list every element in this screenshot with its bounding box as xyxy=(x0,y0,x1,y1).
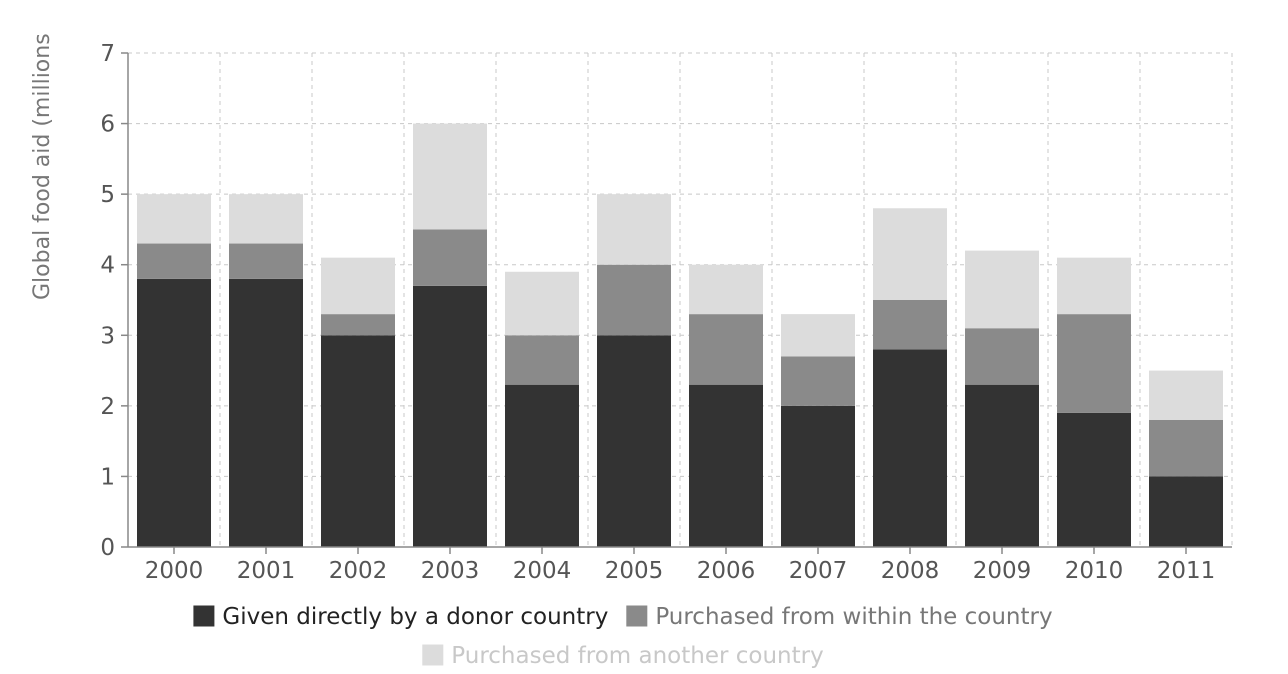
legend-item[interactable]: Purchased from another country xyxy=(422,643,824,669)
x-tick-labels: 2000 2001 2002 2003 2004 2005 2006 2007 2008 2009… xyxy=(145,558,1216,584)
bar-2005-series-1 xyxy=(597,335,671,547)
x-tick-label: 2001 xyxy=(237,558,296,584)
legend-item[interactable]: Purchased from within the country xyxy=(626,604,1053,630)
bar-2006-series-1 xyxy=(689,384,763,547)
bar-2002-series-3 xyxy=(321,257,395,315)
x-tick-label: 2003 xyxy=(421,558,480,584)
y-tick-labels: 0 1 2 3 4 5 6 7 xyxy=(100,41,115,561)
bars xyxy=(137,123,1223,547)
bar-2008-series-3 xyxy=(873,208,947,300)
x-tick-label: 2011 xyxy=(1157,558,1216,584)
bar-2001-series-1 xyxy=(229,278,303,547)
bar-2009-series-3 xyxy=(965,250,1039,329)
bar-2005-series-3 xyxy=(597,194,671,265)
bar-2000-series-1 xyxy=(137,278,211,547)
legend-swatch xyxy=(626,605,648,627)
legend-item[interactable]: Given directly by a donor country xyxy=(193,604,608,630)
y-tick-label: 5 xyxy=(100,182,115,208)
x-tick-label: 2005 xyxy=(605,558,664,584)
bar-2003-series-3 xyxy=(413,123,487,230)
x-tick-label: 2010 xyxy=(1065,558,1124,584)
x-tick-label: 2002 xyxy=(329,558,388,584)
bar-2003-series-1 xyxy=(413,285,487,547)
bar-2010-series-1 xyxy=(1057,412,1131,547)
legend-label: Purchased from another country xyxy=(451,643,823,669)
y-tick-label: 3 xyxy=(100,323,115,349)
x-tick-label: 2000 xyxy=(145,558,204,584)
bar-2001-series-3 xyxy=(229,194,303,244)
bar-2004-series-2 xyxy=(505,335,579,385)
bar-2001-series-2 xyxy=(229,243,303,279)
bar-2007-series-1 xyxy=(781,405,855,547)
y-tick-label: 4 xyxy=(100,253,115,279)
bar-2009-series-1 xyxy=(965,384,1039,547)
bar-2009-series-2 xyxy=(965,328,1039,385)
bar-2004-series-1 xyxy=(505,384,579,547)
legend-row: Purchased from another country xyxy=(422,643,824,669)
y-axis-title: Global food aid (millions xyxy=(30,33,55,300)
bar-2006-series-3 xyxy=(689,264,763,315)
bar-2010-series-3 xyxy=(1057,257,1131,315)
y-tick-label: 6 xyxy=(100,112,115,138)
x-tick-label: 2007 xyxy=(789,558,848,584)
bar-2003-series-2 xyxy=(413,229,487,286)
legend-label: Purchased from within the country xyxy=(655,604,1052,630)
legend-swatch xyxy=(422,644,444,666)
legend: Given directly by a donor country Purchas… xyxy=(193,604,1053,669)
bar-2006-series-2 xyxy=(689,314,763,385)
bar-2011-series-1 xyxy=(1149,476,1223,547)
y-tick-label: 1 xyxy=(100,464,115,490)
x-tick-label: 2008 xyxy=(881,558,940,584)
bar-2007-series-3 xyxy=(781,314,855,357)
bar-2008-series-1 xyxy=(873,349,947,547)
grid xyxy=(128,52,1233,547)
x-tick-label: 2006 xyxy=(697,558,756,584)
bar-2000-series-3 xyxy=(137,194,211,244)
y-tick-label: 0 xyxy=(100,535,115,561)
x-tick-label: 2009 xyxy=(973,558,1032,584)
bar-2005-series-2 xyxy=(597,264,671,336)
bar-2011-series-3 xyxy=(1149,370,1223,420)
axes xyxy=(121,52,1232,554)
bar-2010-series-2 xyxy=(1057,314,1131,413)
legend-label: Given directly by a donor country xyxy=(222,604,608,630)
x-tick-label: 2004 xyxy=(513,558,572,584)
bar-2007-series-2 xyxy=(781,356,855,406)
bar-2000-series-2 xyxy=(137,243,211,279)
bar-2002-series-2 xyxy=(321,314,395,336)
legend-row: Given directly by a donor country Purchas… xyxy=(193,604,1053,630)
bar-2011-series-2 xyxy=(1149,419,1223,477)
bar-2004-series-3 xyxy=(505,271,579,336)
bar-2008-series-2 xyxy=(873,300,947,350)
legend-swatch xyxy=(193,605,215,627)
y-tick-label: 7 xyxy=(100,41,115,67)
y-tick-label: 2 xyxy=(100,394,115,420)
bar-2002-series-1 xyxy=(321,335,395,547)
